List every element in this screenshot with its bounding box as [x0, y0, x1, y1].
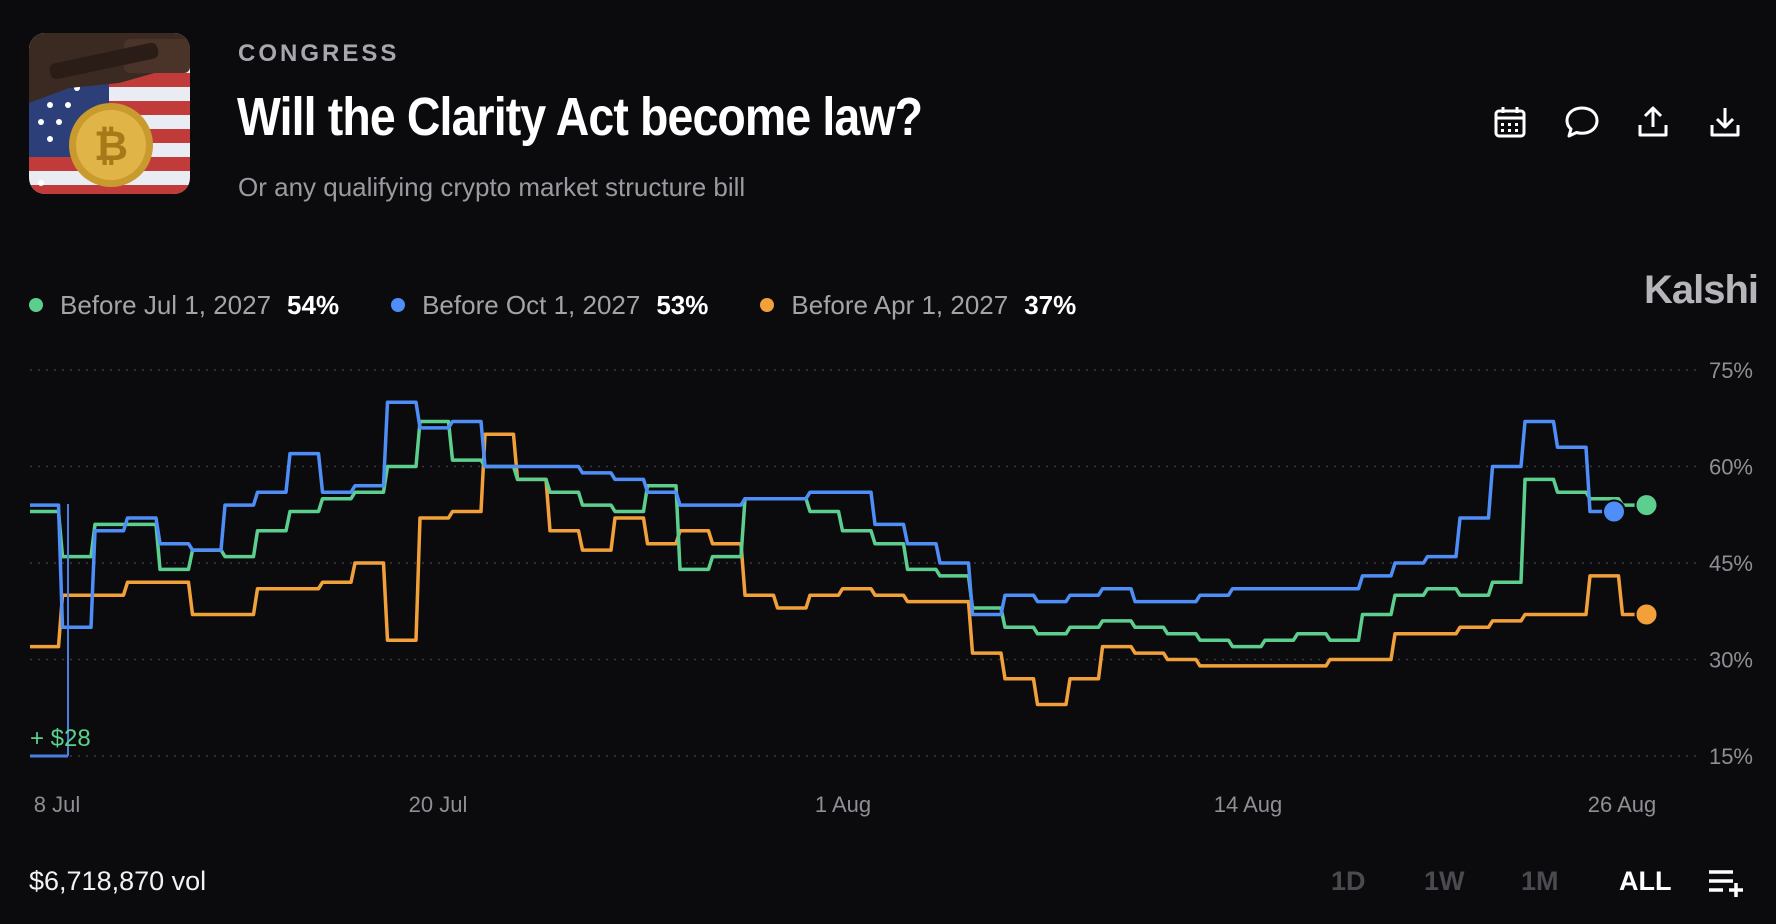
download-button[interactable] — [1703, 100, 1747, 144]
legend-item-jul[interactable]: Before Jul 1, 2027 54% — [29, 290, 339, 321]
legend-dot — [760, 298, 775, 312]
x-tick-label: 1 Aug — [815, 792, 871, 817]
bitcoin-flag-image: ₿ — [29, 33, 190, 194]
series-line — [30, 400, 1614, 630]
chart-legend: Before Jul 1, 2027 54% Before Oct 1, 202… — [29, 288, 1128, 322]
range-1d-button[interactable]: 1D — [1331, 866, 1366, 896]
share-icon — [1638, 106, 1668, 137]
trade-annotation: + $28 — [30, 504, 91, 758]
x-tick-label: 8 Jul — [34, 792, 80, 817]
x-tick-label: 20 Jul — [409, 792, 468, 817]
y-tick-label: 60% — [1709, 455, 1753, 480]
market-subtitle: Or any qualifying crypto market structur… — [238, 172, 746, 202]
volume-label: $6,718,870 vol — [29, 866, 207, 896]
comment-button[interactable] — [1560, 100, 1604, 144]
x-axis-labels: 8 Jul 20 Jul 1 Aug 14 Aug 26 Aug — [34, 792, 1657, 817]
y-tick-label: 15% — [1709, 744, 1753, 769]
series-endpoint — [1602, 499, 1626, 524]
legend-value: 53% — [656, 289, 709, 320]
legend-dot — [29, 298, 43, 312]
price-chart[interactable]: 15% 30% 45% 60% 75% 8 Jul 20 Jul 1 Aug 14 Aug 26… — [0, 0, 1776, 830]
trade-annotation-label: + $28 — [30, 725, 91, 752]
svg-text:₿: ₿ — [94, 121, 128, 170]
download-icon — [1710, 108, 1740, 137]
series-endpoint — [1634, 493, 1659, 518]
market-category: CONGRESS — [238, 40, 400, 67]
chart-grid — [30, 369, 1700, 757]
brand-logo: Kalshi — [1643, 268, 1759, 312]
legend-value: 37% — [1024, 289, 1077, 320]
y-tick-label: 30% — [1709, 648, 1753, 673]
range-1m-button[interactable]: 1M — [1521, 866, 1559, 896]
y-axis-labels: 15% 30% 45% 60% 75% — [1709, 358, 1753, 769]
series-endpoints — [1602, 493, 1659, 627]
range-all-button[interactable]: ALL — [1619, 866, 1672, 896]
legend-item-oct[interactable]: Before Oct 1, 2027 53% — [391, 290, 708, 321]
x-tick-label: 14 Aug — [1214, 792, 1283, 817]
chart-series — [30, 400, 1647, 707]
range-1w-button[interactable]: 1W — [1424, 866, 1465, 896]
legend-value: 54% — [287, 289, 340, 320]
legend-label: Before Apr 1, 2027 — [791, 289, 1009, 320]
market-thumbnail: ₿ — [29, 33, 190, 194]
series-line — [30, 419, 1647, 649]
add-to-list-button[interactable] — [1707, 864, 1747, 900]
legend-dot — [391, 298, 406, 312]
legend-label: Before Jul 1, 2027 — [60, 289, 272, 320]
series-endpoint — [1634, 602, 1659, 627]
calendar-button[interactable] — [1488, 100, 1532, 144]
market-title: Will the Clarity Act become law? — [237, 87, 923, 147]
y-tick-label: 75% — [1709, 358, 1753, 383]
x-tick-label: 26 Aug — [1588, 792, 1657, 817]
y-tick-label: 45% — [1709, 551, 1753, 576]
share-button[interactable] — [1631, 100, 1675, 144]
legend-label: Before Oct 1, 2027 — [422, 289, 641, 320]
list-add-icon — [1709, 870, 1743, 897]
calendar-icon — [1494, 107, 1526, 138]
comment-icon — [1565, 106, 1599, 138]
legend-item-apr[interactable]: Before Apr 1, 2027 37% — [760, 290, 1076, 321]
series-line — [30, 432, 1647, 707]
